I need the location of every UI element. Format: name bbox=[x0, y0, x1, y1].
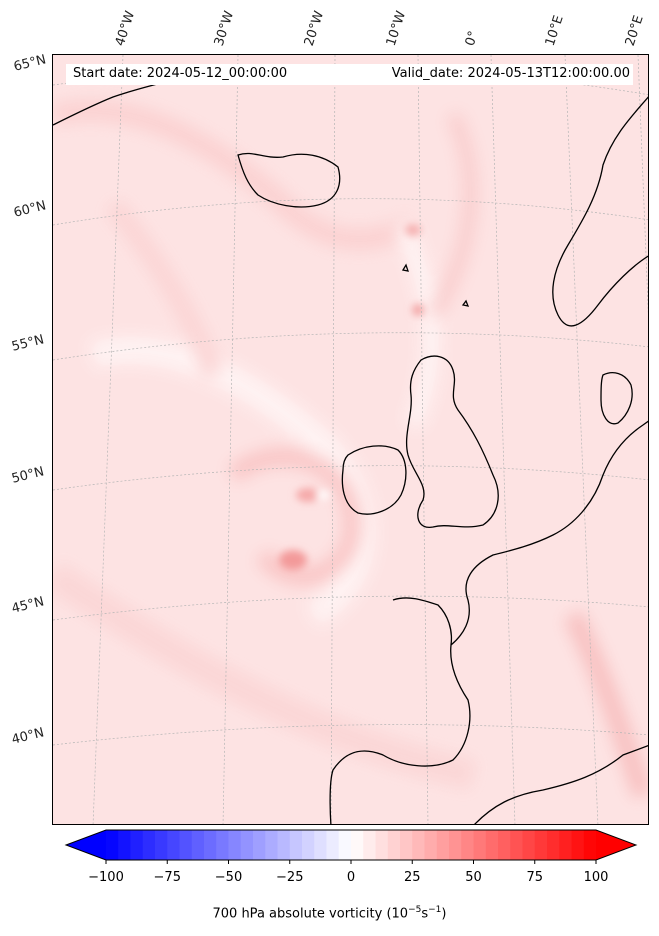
colorbar-segment bbox=[363, 830, 376, 860]
scandinavia-coast bbox=[552, 96, 648, 327]
colorbar-tick-label: −100 bbox=[88, 870, 124, 885]
colorbar-tick-label: 25 bbox=[403, 870, 421, 885]
vorticity-field bbox=[53, 55, 648, 824]
colorbar-segment bbox=[522, 830, 536, 860]
north-africa-coast bbox=[474, 745, 648, 824]
colorbar-tick-label: 50 bbox=[465, 870, 482, 885]
colorbar-tick-label: 100 bbox=[583, 870, 609, 885]
lat-label-65n: 65°N bbox=[12, 52, 48, 75]
colorbar-tick-label: −25 bbox=[276, 870, 304, 885]
colorbar-segment bbox=[265, 830, 278, 860]
colorbar-tick-label: −50 bbox=[214, 870, 243, 885]
colorbar-segment bbox=[583, 830, 597, 860]
colorbar bbox=[64, 829, 638, 864]
lon-label-20e: 20°E bbox=[622, 13, 647, 49]
colorbar-segment bbox=[240, 830, 254, 860]
colorbar-segment bbox=[338, 830, 352, 860]
colorbar-segment bbox=[106, 830, 119, 860]
colorbar-segment bbox=[204, 830, 217, 860]
lat-label-50n: 50°N bbox=[10, 464, 46, 487]
lat-label-60n: 60°N bbox=[12, 198, 48, 221]
colorbar-segment bbox=[302, 830, 315, 860]
colorbar-extend-min bbox=[66, 830, 106, 860]
vorticity-map bbox=[53, 55, 648, 824]
colorbar-segment bbox=[179, 830, 193, 860]
colorbar-segment bbox=[155, 830, 168, 860]
great-britain-coast bbox=[405, 355, 499, 528]
continental-europe-coast bbox=[329, 420, 648, 824]
colorbar-segment bbox=[387, 830, 401, 860]
valid-date-text: Valid_date: 2024-05-13T12:00:00.00 bbox=[391, 66, 630, 81]
colorbar-segment bbox=[216, 830, 229, 860]
lon-label-10e: 10°E bbox=[542, 13, 567, 49]
colorbar-segment bbox=[142, 830, 156, 860]
colorbar-segment bbox=[461, 830, 474, 860]
lon-label-10w: 10°W bbox=[383, 9, 410, 48]
lon-label-0: 0° bbox=[462, 29, 482, 48]
colorbar-segment bbox=[130, 830, 144, 860]
ireland-coast bbox=[341, 445, 407, 515]
colorbar-segment bbox=[436, 830, 450, 860]
colorbar-extend-max bbox=[596, 830, 636, 860]
colorbar-label: 700 hPa absolute vorticity (10−5s−1) bbox=[212, 905, 447, 922]
colorbar-segment bbox=[314, 830, 327, 860]
map-plot-area bbox=[52, 54, 649, 825]
colorbar-segment bbox=[571, 830, 585, 860]
colorbar-tick-label: 0 bbox=[346, 870, 356, 885]
colorbar-segment bbox=[498, 830, 511, 860]
start-date-text: Start date: 2024-05-12_00:00:00 bbox=[73, 66, 288, 81]
denmark-coast bbox=[600, 372, 633, 425]
colorbar-segment bbox=[277, 830, 291, 860]
colorbar-segment bbox=[191, 830, 205, 860]
shetland-islands bbox=[401, 263, 470, 307]
lon-label-40w: 40°W bbox=[112, 9, 139, 48]
lat-label-45n: 45°N bbox=[10, 594, 46, 617]
colorbar-segment bbox=[473, 830, 487, 860]
colorbar-segment bbox=[547, 830, 560, 860]
lon-label-30w: 30°W bbox=[211, 9, 238, 48]
colorbar-segment bbox=[289, 830, 303, 860]
iceland-coast bbox=[237, 152, 341, 208]
colorbar-segment bbox=[449, 830, 462, 860]
colorbar-segment bbox=[559, 830, 572, 860]
colorbar-tick-label: −75 bbox=[153, 870, 181, 885]
colorbar-segment bbox=[375, 830, 389, 860]
colorbar-segment bbox=[228, 830, 242, 860]
colorbar-segment bbox=[118, 830, 131, 860]
lat-label-55n: 55°N bbox=[10, 332, 46, 355]
colorbar-segment bbox=[351, 830, 364, 860]
lat-label-40n: 40°N bbox=[10, 725, 46, 748]
header-band bbox=[66, 64, 633, 85]
colorbar-svg bbox=[64, 829, 638, 864]
colorbar-segment bbox=[534, 830, 548, 860]
coastlines bbox=[53, 79, 648, 824]
colorbar-segment bbox=[424, 830, 438, 860]
colorbar-segment bbox=[326, 830, 340, 860]
colorbar-segment bbox=[485, 830, 499, 860]
colorbar-tick-label: 75 bbox=[526, 870, 544, 885]
colorbar-segment bbox=[400, 830, 413, 860]
lon-label-20w: 20°W bbox=[301, 9, 328, 48]
colorbar-segment bbox=[510, 830, 523, 860]
colorbar-segment bbox=[253, 830, 266, 860]
colorbar-segment bbox=[167, 830, 180, 860]
colorbar-segment bbox=[412, 830, 425, 860]
